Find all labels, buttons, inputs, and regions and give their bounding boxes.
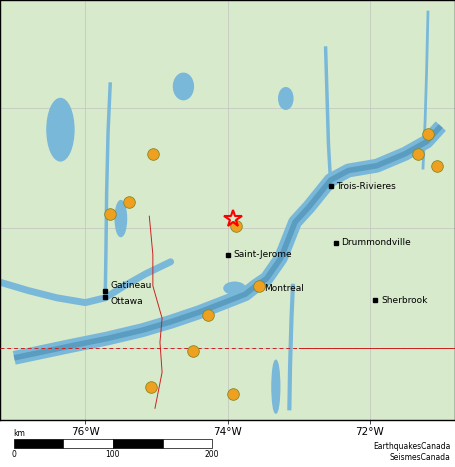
Point: [256, 282, 263, 290]
Bar: [162, 439, 212, 448]
Text: 200: 200: [205, 450, 219, 459]
Text: 100: 100: [106, 450, 120, 459]
Text: Ottawa: Ottawa: [111, 297, 143, 306]
Point: [147, 383, 154, 390]
Point: [415, 150, 422, 157]
Point: [204, 311, 211, 318]
Point: [106, 210, 114, 218]
Text: 0: 0: [11, 450, 16, 459]
Text: Trois-Rivieres: Trois-Rivieres: [336, 182, 396, 191]
Ellipse shape: [173, 73, 193, 99]
Text: EarthquakesCanada
SeismesCanada: EarthquakesCanada SeismesCanada: [373, 441, 450, 462]
Text: km: km: [14, 429, 25, 438]
Point: [233, 222, 240, 229]
Point: [190, 347, 197, 354]
Point: [434, 162, 441, 170]
Text: Sherbrook: Sherbrook: [381, 296, 427, 304]
Point: [126, 198, 133, 205]
Text: Gatineau: Gatineau: [111, 281, 152, 290]
Text: Montreal: Montreal: [264, 284, 303, 293]
Bar: [113, 439, 162, 448]
Ellipse shape: [47, 99, 74, 161]
Point: [425, 131, 432, 138]
Ellipse shape: [224, 282, 245, 294]
Point: [229, 390, 237, 397]
Text: Drummondville: Drummondville: [341, 238, 411, 247]
Ellipse shape: [115, 200, 126, 237]
Point: [149, 150, 157, 157]
Ellipse shape: [278, 88, 293, 109]
Ellipse shape: [272, 360, 280, 413]
Bar: [14, 439, 63, 448]
Bar: [63, 439, 113, 448]
Text: Saint-Jerome: Saint-Jerome: [233, 250, 292, 259]
